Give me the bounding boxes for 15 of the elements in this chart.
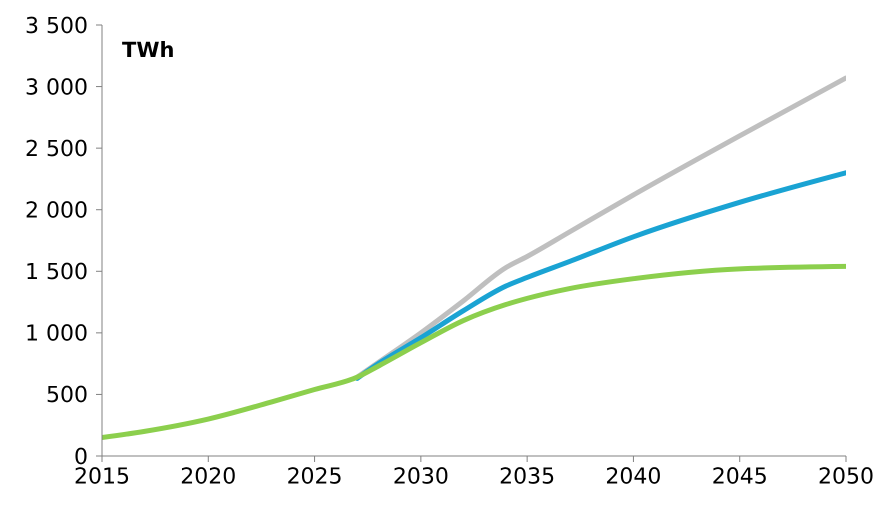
y-tick-label: 1 000 [25, 322, 88, 347]
x-tick-label: 2045 [712, 464, 768, 490]
x-tick-label: 2050 [818, 464, 874, 490]
y-axis-title: TWh [122, 38, 174, 62]
y-tick-label: 3 000 [25, 75, 88, 100]
y-tick-label: 500 [46, 383, 88, 408]
y-tick-label: 1 500 [25, 260, 88, 286]
x-tick-label: 2035 [499, 464, 556, 490]
y-tick-label: 2 500 [25, 136, 88, 162]
x-tick-label: 2020 [180, 464, 236, 490]
y-tick-label: 2 000 [25, 198, 88, 224]
y-tick-label: 3 500 [25, 14, 88, 39]
x-tick-label: 2025 [286, 464, 343, 490]
x-tick-label: 2040 [605, 464, 662, 490]
x-tick-label: 2030 [392, 464, 449, 490]
